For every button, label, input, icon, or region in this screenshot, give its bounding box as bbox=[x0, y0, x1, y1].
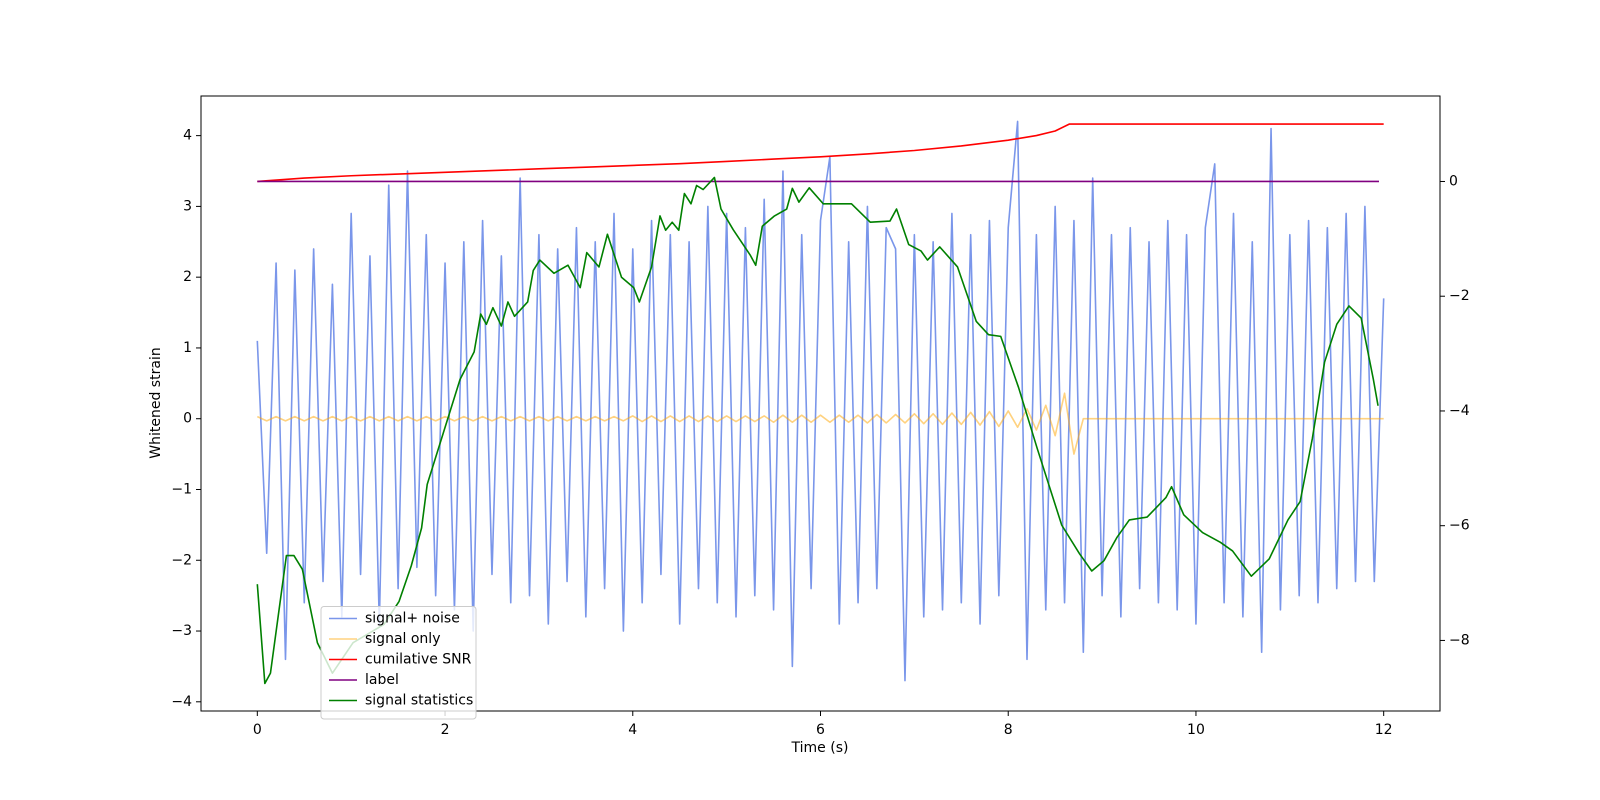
y-tick-label: −3 bbox=[171, 623, 192, 639]
y-tick-label: 4 bbox=[183, 128, 192, 144]
y2-tick-label: −8 bbox=[1449, 632, 1470, 648]
y-tick-label: 0 bbox=[183, 411, 192, 427]
y-axis-label: Whitened strain bbox=[148, 347, 164, 458]
legend-label: signal only bbox=[365, 631, 440, 647]
legend-label: cumilative SNR bbox=[365, 652, 472, 668]
series-line bbox=[257, 123, 1384, 183]
y2-tick-label: −4 bbox=[1449, 403, 1470, 419]
x-tick-label: 6 bbox=[816, 722, 825, 738]
series-line bbox=[256, 392, 1384, 455]
series-line bbox=[256, 120, 1385, 682]
x-tick-label: 12 bbox=[1375, 722, 1393, 738]
x-tick-label: 8 bbox=[1004, 722, 1013, 738]
legend-box bbox=[320, 606, 477, 720]
x-tick-label: 10 bbox=[1187, 722, 1205, 738]
legend-label: signal+ noise bbox=[365, 611, 460, 627]
x-tick-label: 2 bbox=[441, 722, 450, 738]
y-tick-label: 3 bbox=[183, 198, 192, 214]
y-tick-label: −2 bbox=[171, 552, 192, 568]
plot-frame bbox=[200, 95, 1441, 712]
y-tick-label: −1 bbox=[171, 481, 192, 497]
legend-label: label bbox=[365, 672, 399, 688]
x-tick-label: 4 bbox=[628, 722, 637, 738]
x-axis-label: Time (s) bbox=[791, 740, 849, 756]
y-tick-label: −4 bbox=[171, 694, 192, 710]
legend-label: signal statistics bbox=[365, 693, 473, 709]
y2-tick-label: −2 bbox=[1449, 288, 1470, 304]
plot-area bbox=[256, 120, 1385, 685]
y2-tick-label: −6 bbox=[1449, 518, 1470, 534]
y-tick-label: 2 bbox=[183, 269, 192, 285]
y-tick-label: 1 bbox=[183, 340, 192, 356]
x-tick-label: 0 bbox=[253, 722, 262, 738]
series-line bbox=[256, 176, 1379, 685]
y2-tick-label: 0 bbox=[1449, 173, 1458, 189]
